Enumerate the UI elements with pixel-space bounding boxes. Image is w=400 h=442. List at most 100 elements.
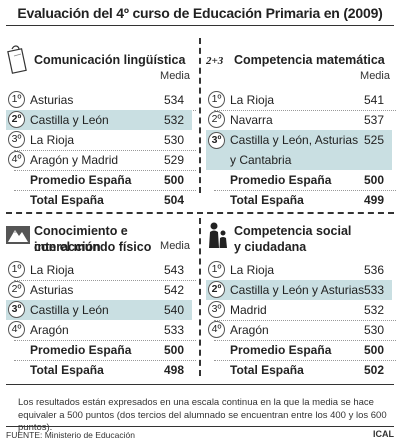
score-value: 525 xyxy=(363,133,384,147)
total-row: Total España 502 xyxy=(206,360,392,380)
methodology-note: Los resultados están expresados en una e… xyxy=(18,397,387,433)
row-separator xyxy=(214,360,396,361)
score-value: 542 xyxy=(163,283,184,297)
promedio-label: Promedio España xyxy=(30,343,132,357)
table-row: 4º Aragón 533 xyxy=(6,320,192,340)
table-row: 2º Navarra 537 xyxy=(206,110,392,130)
score-value: 537 xyxy=(363,113,384,127)
region-name: Aragón y Madrid xyxy=(30,153,119,167)
panel-comunicacion-linguistica: Comunicación lingüística Media 1º Asturi… xyxy=(6,44,196,209)
region-name: Asturias xyxy=(30,93,74,107)
panel-competencia-matematica: 2+3 Competencia matemática Media 1º La R… xyxy=(206,44,396,209)
region-name: La Rioja xyxy=(30,133,75,147)
table-row: 2º Asturias 542 xyxy=(6,280,192,300)
row-separator xyxy=(214,110,396,111)
score-value: 533 xyxy=(163,323,184,337)
total-label: Total España xyxy=(230,363,304,377)
region-name: Castilla y León xyxy=(30,113,109,127)
row-separator xyxy=(214,340,396,341)
region-name: Asturias xyxy=(30,283,74,297)
rank-badge: 3º xyxy=(208,301,225,318)
rank-badge: 4º xyxy=(8,151,25,168)
score-value: 530 xyxy=(363,323,384,337)
row-separator xyxy=(214,190,396,191)
total-label: Total España xyxy=(30,363,104,377)
title-rule xyxy=(6,25,394,26)
math-icon-text: 2+3 xyxy=(206,55,224,67)
rank-badge: 1º xyxy=(8,91,25,108)
table-row: 3º La Rioja 530 xyxy=(6,130,192,150)
panel-title: Comunicación lingüística xyxy=(34,53,186,67)
table-row-highlighted: 3º Castilla y León 540 xyxy=(6,300,192,320)
promedio-row: Promedio España 500 xyxy=(206,170,392,190)
page-title: Evaluación del 4º curso de Educación Pri… xyxy=(17,5,383,21)
brand-logo: ICAL xyxy=(373,429,394,439)
table-row: 4º Aragón y Madrid 529 xyxy=(6,150,192,170)
row-separator xyxy=(14,190,196,191)
rank-badge: 2º xyxy=(8,281,25,298)
panel-title: Competencia matemática xyxy=(234,53,385,67)
rank-badge: 1º xyxy=(8,261,25,278)
score-value: 533 xyxy=(363,283,384,297)
row-separator xyxy=(14,340,196,341)
score-value: 540 xyxy=(163,303,184,317)
rank-badge: 3º xyxy=(8,131,25,148)
region-name: Castilla y León, Asturias xyxy=(230,133,359,147)
panel-title-line2: y ciudadana xyxy=(234,240,307,254)
promedio-label: Promedio España xyxy=(30,173,132,187)
region-name: La Rioja xyxy=(230,263,275,277)
region-name: Aragón xyxy=(230,323,269,337)
score-value: 532 xyxy=(163,113,184,127)
family-icon xyxy=(209,222,227,248)
table-row-highlighted: 3º Castilla y León, Asturias y Cantabria… xyxy=(206,130,392,170)
promedio-value: 500 xyxy=(363,173,384,187)
region-name: La Rioja xyxy=(230,93,275,107)
notebook-icon xyxy=(7,45,27,74)
mountain-icon xyxy=(6,226,30,244)
table-row-highlighted: 2º Castilla y León 532 xyxy=(6,110,192,130)
media-label: Media xyxy=(160,240,190,252)
row-separator xyxy=(214,320,396,321)
panel-competencia-social: Competencia social y ciudadana 1º La Rio… xyxy=(206,220,396,380)
panel-title-line2: con el mundo físico xyxy=(34,240,152,254)
total-row: Total España 504 xyxy=(6,190,192,210)
score-value: 541 xyxy=(363,93,384,107)
promedio-value: 500 xyxy=(163,343,184,357)
table-row: 3º Madrid 532 xyxy=(206,300,392,320)
promedio-row: Promedio España 500 xyxy=(6,170,192,190)
total-label: Total España xyxy=(30,193,104,207)
table-row: 1º La Rioja 541 xyxy=(206,90,392,110)
score-value: 529 xyxy=(163,153,184,167)
total-row: Total España 498 xyxy=(6,360,192,380)
promedio-row: Promedio España 500 xyxy=(6,340,192,360)
horizontal-divider xyxy=(6,212,394,214)
bottom-rule xyxy=(6,384,394,385)
panel-title-line1: Competencia social xyxy=(234,224,352,238)
source-credit: FUENTE: Ministerio de Educación xyxy=(6,430,135,440)
media-label: Media xyxy=(360,70,390,82)
rank-badge: 1º xyxy=(208,91,225,108)
panel-title-line1: Conocimiento e interacción xyxy=(34,224,128,254)
promedio-row: Promedio España 500 xyxy=(206,340,392,360)
rank-badge: 2º xyxy=(208,111,225,128)
total-value: 502 xyxy=(363,363,384,377)
vertical-divider-bottom xyxy=(199,218,201,376)
rank-badge: 4º xyxy=(208,321,225,338)
table-row-highlighted: 2º Castilla y León y Asturias 533 xyxy=(206,280,392,300)
panel-conocimiento-mundo-fisico: Conocimiento e interacción con el mundo … xyxy=(6,220,196,380)
total-value: 498 xyxy=(163,363,184,377)
rank-badge: 1º xyxy=(208,261,225,278)
math-icon: 2+3 xyxy=(206,55,224,67)
row-separator xyxy=(14,150,196,151)
footer-rule xyxy=(6,426,394,427)
region-name: Madrid xyxy=(230,303,267,317)
rank-badge: 4º xyxy=(8,321,25,338)
region-name: Castilla y León xyxy=(30,303,109,317)
rank-badge: 2º xyxy=(8,111,25,128)
score-value: 543 xyxy=(163,263,184,277)
score-value: 530 xyxy=(163,133,184,147)
media-label: Media xyxy=(160,70,190,82)
promedio-value: 500 xyxy=(363,343,384,357)
table-row: 1º Asturias 534 xyxy=(6,90,192,110)
promedio-label: Promedio España xyxy=(230,173,332,187)
